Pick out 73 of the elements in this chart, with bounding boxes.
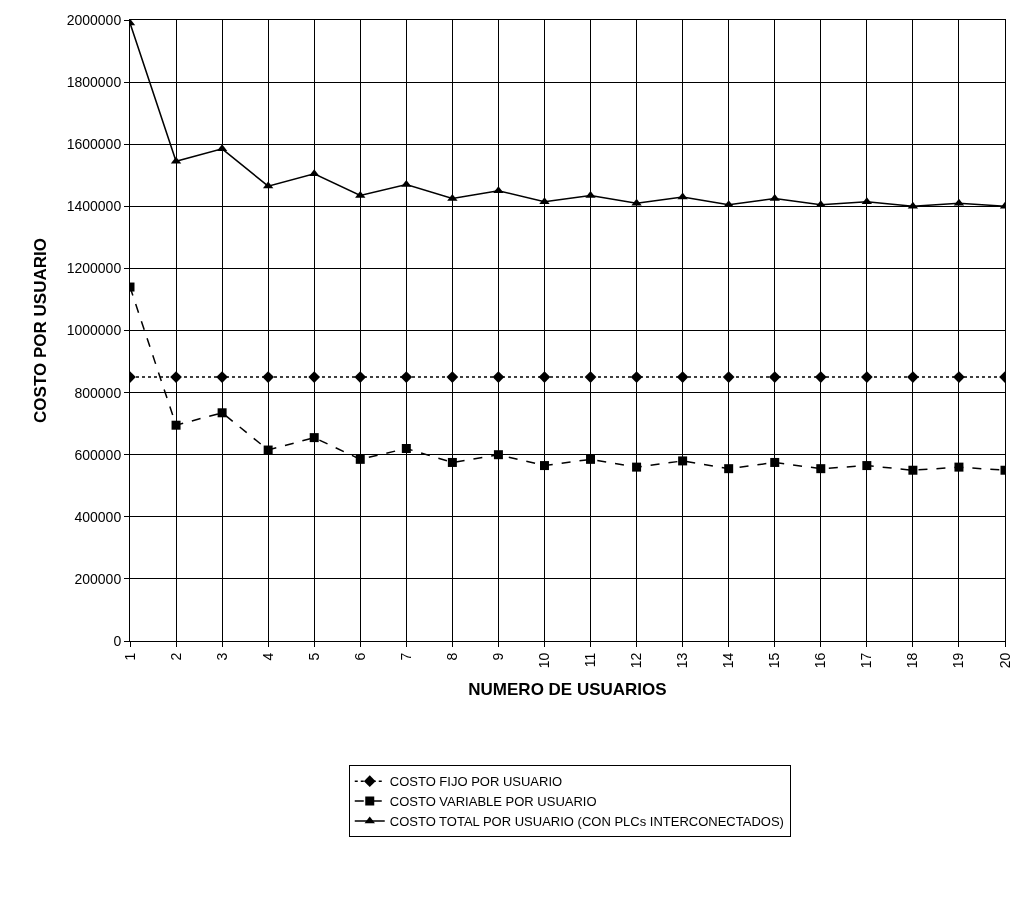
- point: [632, 462, 642, 472]
- point: [584, 371, 597, 383]
- x-tick-label: 17: [858, 652, 875, 669]
- point: [860, 371, 873, 383]
- point: [217, 408, 227, 418]
- legend-label: COSTO FIJO POR USUARIO: [389, 774, 563, 790]
- y-axis-title: COSTO POR USUARIO: [31, 238, 51, 423]
- point: [814, 371, 827, 383]
- point: [263, 445, 273, 455]
- point: [355, 190, 366, 198]
- point: [216, 371, 228, 383]
- y-tick-label: 200000: [74, 570, 122, 587]
- x-tick-label: 12: [628, 652, 645, 669]
- point: [493, 186, 504, 194]
- x-tick-label: 10: [536, 652, 553, 669]
- point: [816, 464, 826, 474]
- point: [770, 457, 780, 467]
- point: [262, 371, 275, 383]
- y-tick-label: 1400000: [66, 198, 122, 215]
- x-tick-label: 8: [443, 652, 460, 661]
- point: [308, 371, 321, 383]
- point: [954, 462, 964, 472]
- x-axis-title: NUMERO DE USUARIOS: [468, 679, 667, 699]
- point: [586, 454, 596, 464]
- point: [401, 443, 411, 453]
- x-tick-label: 19: [950, 652, 967, 669]
- x-tick-label: 11: [582, 652, 599, 668]
- x-tick-label: 20: [996, 652, 1013, 669]
- point: [676, 371, 689, 383]
- point: [908, 465, 918, 475]
- point: [309, 433, 319, 443]
- point: [678, 456, 688, 466]
- y-tick-label: 1800000: [66, 74, 122, 90]
- point: [354, 371, 367, 383]
- point: [493, 450, 503, 460]
- x-tick-label: 15: [766, 652, 783, 669]
- x-tick-label: 18: [904, 652, 921, 669]
- point: [630, 371, 643, 383]
- x-tick-label: 16: [812, 652, 829, 669]
- y-tick-label: 1200000: [66, 260, 122, 277]
- x-tick-label: 3: [213, 652, 230, 661]
- point: [355, 454, 365, 464]
- x-tick-label: 13: [674, 652, 691, 669]
- x-tick-label: 14: [720, 652, 737, 669]
- y-tick-label: 2000000: [66, 11, 122, 28]
- point: [400, 371, 413, 383]
- point: [768, 371, 781, 383]
- point: [447, 457, 457, 467]
- point: [724, 464, 734, 474]
- x-tick-label: 1: [121, 652, 138, 661]
- x-tick-label: 2: [167, 652, 184, 661]
- x-tick-label: 9: [489, 652, 506, 661]
- y-tick-label: 1600000: [66, 136, 122, 153]
- x-tick-label: 5: [305, 652, 322, 661]
- y-tick-label: 0: [113, 632, 122, 649]
- point: [722, 371, 735, 383]
- x-tick-label: 4: [259, 652, 276, 661]
- point: [492, 371, 505, 383]
- y-tick-label: 800000: [74, 384, 122, 401]
- y-tick-label: 400000: [74, 508, 122, 525]
- x-tick-label: 6: [351, 652, 368, 661]
- point: [538, 371, 551, 383]
- point: [539, 461, 549, 471]
- y-tick-label: 600000: [74, 446, 122, 463]
- point: [446, 371, 459, 383]
- point: [862, 461, 872, 471]
- point: [585, 190, 596, 198]
- point: [907, 371, 919, 383]
- legend-label: COSTO VARIABLE POR USUARIO: [389, 794, 597, 810]
- point: [171, 420, 181, 430]
- legend-label: COSTO TOTAL POR USUARIO (CON PLCs INTERCONECTADOS): [389, 814, 784, 830]
- x-tick-label: 7: [397, 652, 414, 661]
- y-tick-label: 1000000: [66, 322, 122, 339]
